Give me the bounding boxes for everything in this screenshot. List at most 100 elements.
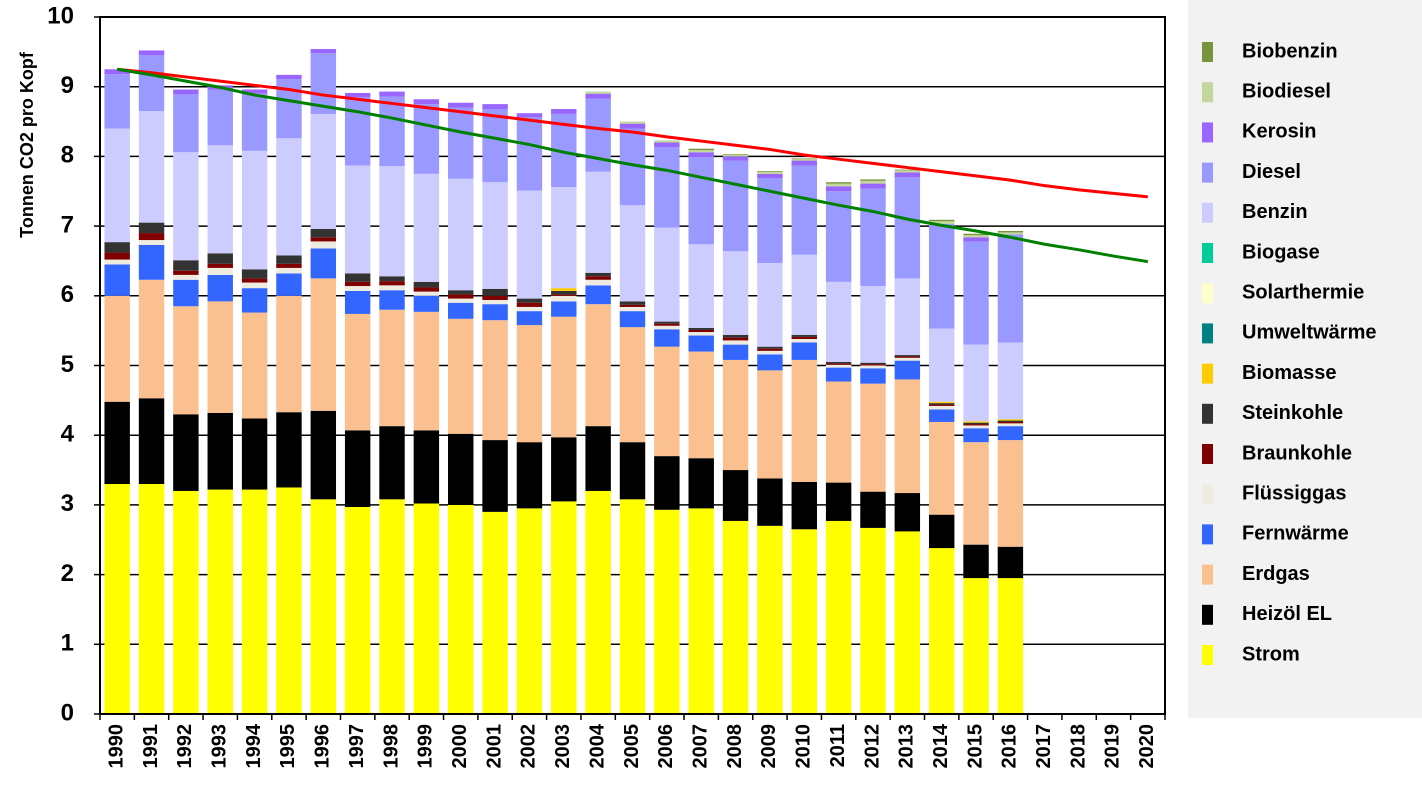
bar-segment xyxy=(448,298,474,303)
bar-segment xyxy=(516,306,543,312)
legend-label: Diesel xyxy=(1242,161,1301,183)
bar-segment xyxy=(654,147,680,228)
bar-segment xyxy=(173,306,199,415)
bar-segment xyxy=(482,440,508,512)
bar-segment xyxy=(516,311,543,326)
bar-segment xyxy=(448,504,474,714)
bar-segment xyxy=(619,205,646,302)
bar-segment xyxy=(928,421,955,515)
bar-segment xyxy=(413,104,440,174)
bar-segment xyxy=(825,381,852,483)
y-tick-label: 10 xyxy=(47,2,74,29)
bar-segment xyxy=(104,242,130,253)
bar-segment xyxy=(825,363,852,365)
legend-swatch xyxy=(1202,122,1213,143)
trend-line xyxy=(117,67,1148,199)
bar-segment xyxy=(928,224,955,329)
bar-segment xyxy=(928,328,955,402)
bar-segment xyxy=(104,69,130,75)
bar-segment xyxy=(104,74,130,129)
legend-swatch xyxy=(1202,363,1213,384)
legend-label: Strom xyxy=(1242,643,1300,665)
bar-segment xyxy=(928,219,955,222)
bar-segment xyxy=(413,291,440,296)
bar-segment xyxy=(791,334,817,337)
bar-segment xyxy=(928,404,955,406)
bar-segment xyxy=(104,259,130,265)
bar-segment xyxy=(860,188,886,287)
bar-segment xyxy=(619,123,646,129)
bar-segment xyxy=(516,190,543,299)
bar-segment xyxy=(757,171,783,172)
bar-segment xyxy=(825,182,852,184)
bar-segment xyxy=(963,241,989,345)
bar-segment xyxy=(448,178,474,291)
bar-segment xyxy=(551,501,577,714)
bar-segment xyxy=(688,150,714,153)
bar-segment xyxy=(654,346,680,457)
bar-segment xyxy=(722,155,749,157)
bar-segment xyxy=(894,172,921,178)
bar-segment xyxy=(413,287,440,292)
bar-segment xyxy=(138,398,165,484)
bar-segment xyxy=(173,152,199,261)
bar-segment xyxy=(310,237,337,242)
bar-segment xyxy=(894,169,921,171)
bar-segment xyxy=(928,514,955,549)
bar-segment xyxy=(688,244,714,328)
bar-segment xyxy=(276,273,302,296)
bar-segment xyxy=(138,233,165,241)
bar-segment xyxy=(207,267,233,275)
x-tick-label: 1995 xyxy=(277,724,299,769)
bar-segment xyxy=(722,337,749,341)
bar-segment xyxy=(791,158,817,160)
bar-segment xyxy=(104,252,130,260)
legend-swatch xyxy=(1202,42,1213,62)
legend-label: Solarthermie xyxy=(1242,281,1364,303)
bar-segment xyxy=(585,279,611,286)
bar-segment xyxy=(860,383,886,492)
bar-segment xyxy=(722,340,749,345)
bar-segment xyxy=(722,344,749,360)
legend-label: Heizöl EL xyxy=(1242,603,1332,625)
bar-segment xyxy=(482,288,508,296)
bar-segment xyxy=(688,351,714,459)
bar-segment xyxy=(310,228,337,238)
bar-segment xyxy=(173,89,199,95)
bar-segment xyxy=(310,49,337,54)
bar-segment xyxy=(722,154,749,156)
x-tick-label: 2010 xyxy=(793,724,815,769)
x-tick-label: 2000 xyxy=(449,724,471,769)
x-tick-label: 2020 xyxy=(1136,724,1158,769)
bar-segment xyxy=(379,309,405,427)
legend-label: Umweltwärme xyxy=(1242,322,1377,344)
bar-segment xyxy=(585,272,611,277)
bar-segment xyxy=(791,254,817,335)
bar-segment xyxy=(894,278,921,356)
legend-swatch xyxy=(1202,645,1213,665)
bar-segment xyxy=(757,171,783,174)
x-tick-label: 2006 xyxy=(655,724,677,769)
bar-segment xyxy=(860,179,886,181)
bar-segment xyxy=(379,91,405,97)
bar-segment xyxy=(757,263,783,347)
bar-segment xyxy=(688,335,714,352)
bar-segment xyxy=(344,92,371,98)
bar-segment xyxy=(825,281,852,363)
legend-label: Braunkohle xyxy=(1242,442,1352,464)
bar-segment xyxy=(963,424,989,426)
bar-segment xyxy=(551,288,577,291)
bar-segment xyxy=(276,74,302,80)
bar-segment xyxy=(860,527,886,714)
legend-label: Fernwärme xyxy=(1242,523,1349,545)
bar-segment xyxy=(413,295,440,312)
bar-segment xyxy=(138,50,165,56)
bar-segment xyxy=(757,370,783,479)
bar-segment xyxy=(791,481,817,530)
bar-segment xyxy=(241,282,268,289)
bar-segment xyxy=(241,150,268,270)
bar-segment xyxy=(448,107,474,179)
bar-segment xyxy=(551,301,577,317)
bar-segment xyxy=(448,433,474,505)
legend-swatch xyxy=(1202,403,1213,424)
